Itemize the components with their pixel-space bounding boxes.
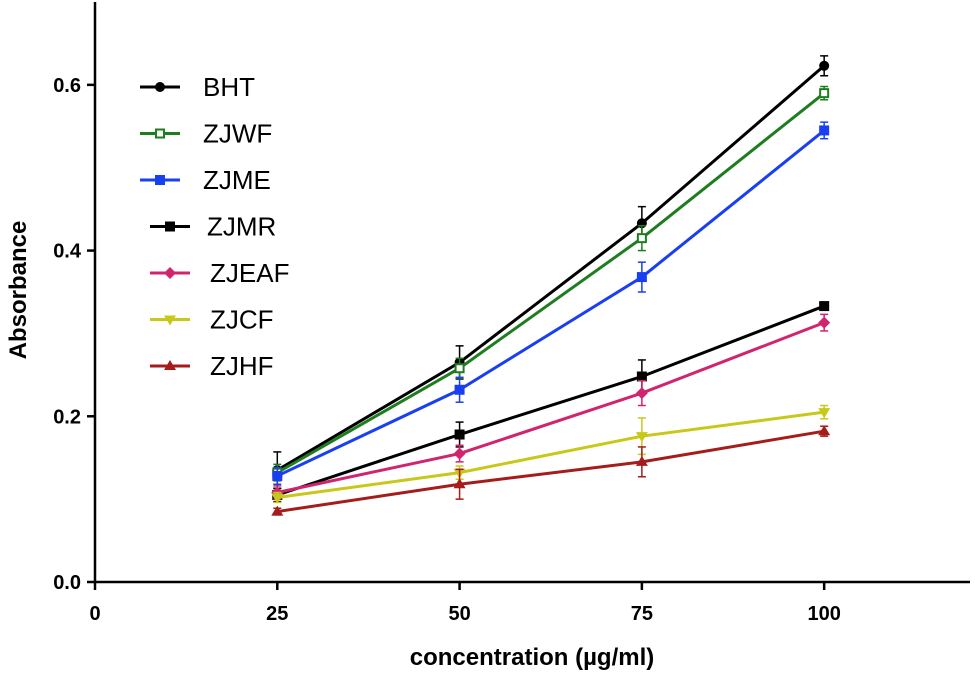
y-tick-label: 0.4	[53, 241, 82, 263]
data-point-zjeaf	[453, 447, 466, 460]
legend-marker-zjme	[155, 175, 165, 185]
legend-item-zjcf: ZJCF	[150, 305, 274, 335]
legend-marker-bht	[155, 82, 165, 92]
legend-label-zjmr: ZJMR	[207, 212, 276, 242]
legend-item-zjwf: ZJWF	[140, 119, 272, 149]
series-line-zjwf	[276, 91, 826, 474]
legend-marker-zjwf	[155, 128, 165, 139]
data-point-zjhf	[453, 478, 466, 489]
y-tick-label: 0.6	[53, 75, 81, 97]
legend-item-zjmr: ZJMR	[150, 212, 276, 242]
data-point-zjcf	[818, 408, 831, 419]
data-point-zjme	[819, 125, 830, 136]
data-point-zjme	[272, 470, 283, 481]
series-line-zjme	[276, 129, 826, 478]
data-point-zjhf	[818, 425, 831, 436]
legend-label-zjme: ZJME	[203, 165, 271, 195]
data-point-zjme	[636, 272, 647, 283]
y-axis-title: Absorbance	[5, 221, 32, 360]
data-point-bht	[819, 60, 830, 71]
series-line-bht	[276, 64, 826, 472]
x-tick-label: 75	[631, 603, 653, 625]
series-line-zjmr	[276, 304, 825, 497]
legend-marker-zjeaf	[164, 267, 176, 279]
x-tick-label: 100	[807, 603, 840, 625]
series-line-zjhf	[277, 429, 825, 514]
data-point-zjme	[454, 384, 465, 395]
data-point-zjeaf	[818, 316, 831, 329]
data-point-zjcf	[635, 432, 648, 443]
data-point-zjcf	[271, 493, 284, 504]
data-point-zjwf	[819, 88, 830, 99]
legend-label-zjwf: ZJWF	[203, 119, 272, 149]
data-point-zjwf	[454, 363, 465, 374]
series-line-zjcf	[277, 410, 825, 499]
data-point-zjwf	[636, 233, 647, 244]
data-point-zjhf	[635, 455, 648, 466]
series-zjme	[272, 121, 830, 485]
y-tick-label: 0.0	[53, 572, 81, 594]
series-zjcf	[271, 404, 831, 504]
data-point-zjhf	[271, 505, 284, 516]
x-tick-label: 0	[89, 603, 100, 625]
data-point-zjmr	[454, 429, 465, 440]
legend-label-zjcf: ZJCF	[210, 305, 274, 335]
legend-marker-zjcf	[164, 315, 176, 326]
legend-label-bht: BHT	[203, 72, 255, 102]
data-point-zjeaf	[635, 387, 648, 400]
x-axis-title: concentration (µg/ml)	[410, 644, 655, 671]
data-point-zjmr	[819, 301, 830, 312]
legend-marker-zjhf	[164, 360, 176, 370]
ticks: 0 25 50 75 100 0.0 0.2 0.4 0.6	[53, 75, 841, 625]
legend-item-zjhf: ZJHF	[150, 351, 274, 381]
data-point-zjmr	[636, 371, 647, 382]
legend-item-zjme: ZJME	[140, 165, 271, 195]
legend: BHT ZJWF ZJME ZJMR ZJEAF ZJCF ZJHF	[140, 72, 289, 381]
legend-label-zjeaf: ZJEAF	[210, 258, 289, 288]
series-zjhf	[271, 425, 831, 516]
legend-label-zjhf: ZJHF	[210, 351, 274, 381]
legend-item-bht: BHT	[140, 72, 255, 102]
series-line-zjeaf	[276, 321, 825, 494]
legend-item-zjeaf: ZJEAF	[150, 258, 289, 288]
legend-marker-zjmr	[165, 221, 175, 232]
plot-series	[271, 55, 831, 516]
x-tick-label: 25	[266, 603, 288, 625]
x-tick-label: 50	[448, 603, 470, 625]
y-tick-label: 0.2	[53, 406, 81, 428]
